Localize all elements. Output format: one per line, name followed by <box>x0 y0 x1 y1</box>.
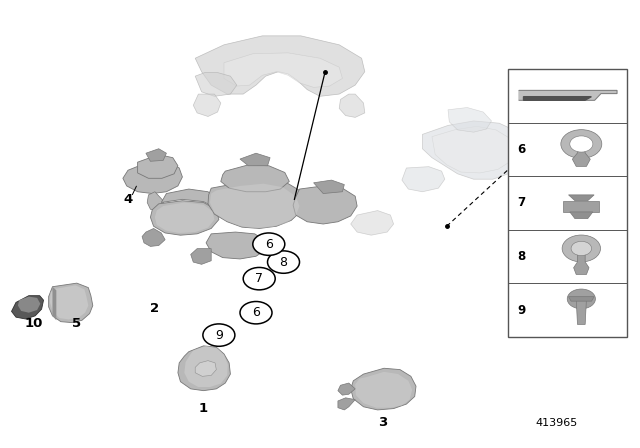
Polygon shape <box>155 202 214 233</box>
Polygon shape <box>224 53 342 87</box>
Text: 5: 5 <box>72 317 81 330</box>
Text: 4: 4 <box>124 193 132 206</box>
Polygon shape <box>147 192 165 211</box>
Text: 1: 1 <box>199 402 208 415</box>
Text: 7: 7 <box>255 272 263 285</box>
Polygon shape <box>150 201 219 235</box>
Polygon shape <box>422 121 528 179</box>
Polygon shape <box>314 180 344 194</box>
Polygon shape <box>448 108 492 132</box>
Polygon shape <box>210 184 300 228</box>
Polygon shape <box>563 201 599 212</box>
Polygon shape <box>146 149 166 161</box>
Polygon shape <box>221 165 289 192</box>
Polygon shape <box>193 94 221 116</box>
Polygon shape <box>432 126 515 173</box>
Polygon shape <box>339 94 365 117</box>
Polygon shape <box>142 228 165 246</box>
Circle shape <box>561 129 602 158</box>
Text: 10: 10 <box>24 317 42 330</box>
Text: 413965: 413965 <box>536 418 578 428</box>
Polygon shape <box>355 372 412 408</box>
Text: 2: 2 <box>150 302 159 315</box>
Text: 9: 9 <box>518 304 525 317</box>
Circle shape <box>240 302 272 324</box>
Circle shape <box>567 289 595 309</box>
Polygon shape <box>52 287 56 320</box>
Polygon shape <box>576 299 586 324</box>
Polygon shape <box>293 186 357 224</box>
Polygon shape <box>195 36 365 96</box>
Circle shape <box>253 233 285 255</box>
Text: 9: 9 <box>215 328 223 342</box>
Bar <box>508 69 627 337</box>
Polygon shape <box>570 212 593 219</box>
Polygon shape <box>573 255 589 275</box>
Polygon shape <box>240 153 270 166</box>
Polygon shape <box>191 249 211 264</box>
Polygon shape <box>184 346 228 387</box>
Polygon shape <box>338 383 355 395</box>
Polygon shape <box>351 368 416 410</box>
Polygon shape <box>49 283 93 323</box>
Polygon shape <box>206 232 266 259</box>
Text: 8: 8 <box>280 255 287 269</box>
Polygon shape <box>572 146 590 166</box>
Text: 6: 6 <box>265 237 273 251</box>
Polygon shape <box>519 90 617 100</box>
Polygon shape <box>138 155 178 178</box>
Circle shape <box>562 235 600 262</box>
Polygon shape <box>568 195 594 201</box>
Text: 6: 6 <box>518 143 525 156</box>
Text: 6: 6 <box>252 306 260 319</box>
Polygon shape <box>161 189 218 208</box>
Polygon shape <box>178 346 230 391</box>
Polygon shape <box>338 398 355 410</box>
Polygon shape <box>12 296 44 319</box>
Circle shape <box>243 267 275 290</box>
Circle shape <box>570 136 593 152</box>
Polygon shape <box>568 297 594 301</box>
Circle shape <box>203 324 235 346</box>
Text: 7: 7 <box>518 196 525 210</box>
Polygon shape <box>195 73 237 96</box>
Circle shape <box>571 241 591 256</box>
Polygon shape <box>524 97 591 100</box>
Polygon shape <box>351 211 394 235</box>
Polygon shape <box>50 285 88 319</box>
Polygon shape <box>208 180 304 228</box>
Text: 8: 8 <box>518 250 525 263</box>
Polygon shape <box>195 361 216 376</box>
Text: 3: 3 <box>378 415 387 429</box>
Polygon shape <box>123 161 182 194</box>
Polygon shape <box>18 297 40 313</box>
Polygon shape <box>402 167 445 192</box>
Circle shape <box>268 251 300 273</box>
